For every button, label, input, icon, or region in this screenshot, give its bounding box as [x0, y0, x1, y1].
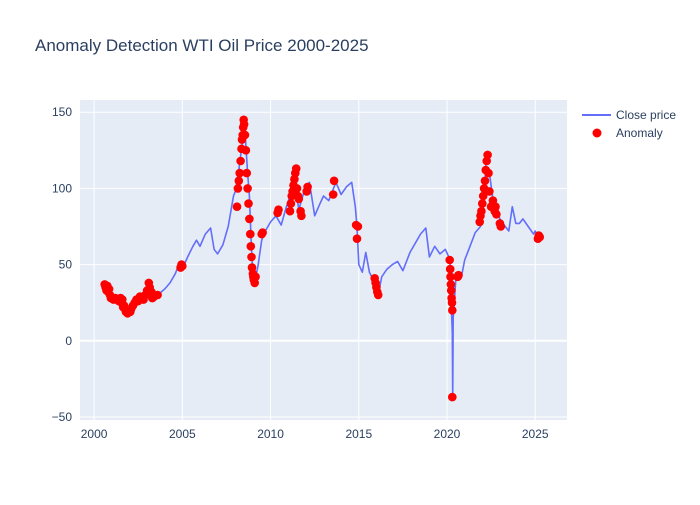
anomaly-point[interactable] — [178, 261, 187, 271]
anomaly-point[interactable] — [446, 286, 456, 295]
anomaly-point[interactable] — [233, 184, 243, 193]
plot-area — [80, 100, 567, 420]
legend-marker-swatch — [592, 128, 602, 138]
anomaly-point[interactable] — [303, 182, 312, 192]
legend: Close price Anomaly — [582, 108, 676, 140]
anomaly-point[interactable] — [480, 176, 490, 186]
x-tick-label: 2010 — [257, 427, 284, 441]
legend-label-close-price: Close price — [616, 108, 676, 122]
anomaly-point[interactable] — [352, 234, 362, 243]
anomaly-point[interactable] — [285, 206, 295, 216]
anomaly-point[interactable] — [241, 146, 251, 155]
anomaly-point[interactable] — [445, 255, 455, 265]
anomaly-point[interactable] — [297, 211, 306, 221]
anomaly-point[interactable] — [535, 232, 544, 242]
chart-title: Anomaly Detection WTI Oil Price 2000-202… — [35, 36, 369, 55]
anomaly-point[interactable] — [292, 184, 302, 193]
anomaly-point[interactable] — [291, 164, 301, 173]
anomaly-point[interactable] — [445, 264, 455, 274]
anomaly-point[interactable] — [235, 168, 244, 178]
anomaly-point[interactable] — [491, 202, 500, 211]
anomaly-point[interactable] — [446, 280, 456, 289]
anomaly-point[interactable] — [478, 199, 487, 208]
y-tick-label: 150 — [52, 105, 72, 119]
anomaly-point[interactable] — [373, 290, 383, 300]
x-axis-ticks: 2000 2005 2010 2015 2020 2025 — [81, 427, 549, 441]
anomaly-point[interactable] — [478, 191, 488, 201]
x-tick-label: 2015 — [345, 427, 372, 441]
anomaly-point[interactable] — [232, 202, 242, 211]
anomaly-point[interactable] — [328, 190, 338, 199]
anomaly-point[interactable] — [153, 290, 162, 300]
anomaly-point[interactable] — [240, 130, 250, 140]
anomaly-point[interactable] — [245, 214, 254, 224]
anomaly-point[interactable] — [258, 228, 267, 237]
anomaly-point[interactable] — [251, 272, 260, 282]
legend-label-anomaly: Anomaly — [616, 126, 663, 140]
y-tick-label: −50 — [52, 410, 73, 424]
legend-item-close-price[interactable]: Close price — [582, 108, 676, 122]
y-tick-label: 50 — [59, 258, 73, 272]
anomaly-point[interactable] — [246, 242, 256, 251]
anomaly-point[interactable] — [247, 252, 256, 262]
anomaly-point[interactable] — [244, 199, 253, 208]
anomaly-point[interactable] — [286, 199, 296, 208]
legend-item-anomaly[interactable]: Anomaly — [592, 126, 663, 140]
grid-lines — [80, 100, 567, 420]
anomaly-point[interactable] — [242, 168, 251, 178]
x-tick-label: 2000 — [81, 427, 108, 441]
anomaly-point[interactable] — [496, 222, 506, 231]
anomaly-point[interactable] — [274, 205, 283, 214]
anomaly-point[interactable] — [483, 150, 492, 160]
anomaly-point[interactable] — [236, 156, 245, 166]
anomaly-point[interactable] — [485, 187, 494, 196]
x-tick-label: 2025 — [522, 427, 549, 441]
anomaly-point[interactable] — [454, 270, 463, 280]
anomaly-point[interactable] — [448, 392, 457, 402]
y-axis-ticks: −50 0 50 100 150 — [52, 105, 73, 424]
anomaly-point[interactable] — [353, 222, 363, 231]
anomaly-point[interactable] — [246, 229, 255, 239]
x-tick-label: 2020 — [434, 427, 461, 441]
y-tick-label: 0 — [65, 334, 72, 348]
anomaly-point[interactable] — [492, 210, 501, 219]
anomaly-point[interactable] — [239, 120, 249, 129]
anomaly-point[interactable] — [447, 298, 457, 308]
anomaly-point[interactable] — [484, 168, 493, 178]
anomaly-point[interactable] — [234, 176, 244, 186]
anomaly-point[interactable] — [477, 206, 486, 216]
anomaly-point[interactable] — [243, 184, 252, 193]
y-tick-label: 100 — [52, 181, 72, 195]
x-tick-label: 2005 — [169, 427, 196, 441]
anomaly-series[interactable] — [100, 115, 544, 402]
anomaly-point[interactable] — [294, 194, 304, 204]
anomaly-point[interactable] — [446, 272, 455, 282]
anomaly-point[interactable] — [448, 306, 457, 315]
anomaly-point[interactable] — [329, 176, 339, 186]
